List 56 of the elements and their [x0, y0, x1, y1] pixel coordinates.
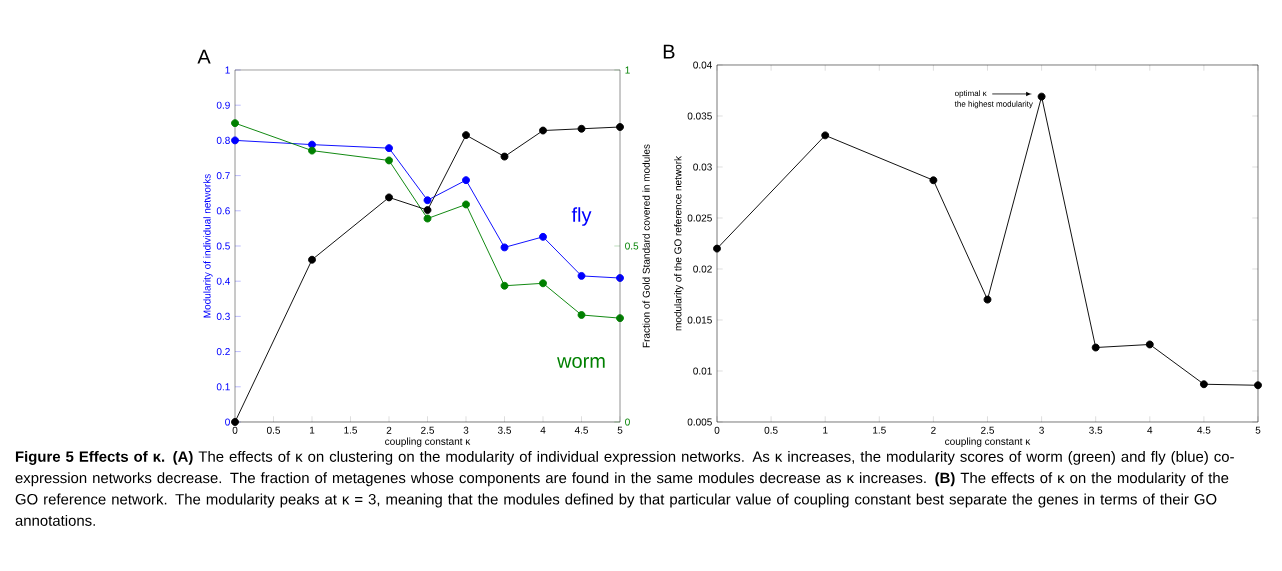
y-tick-label: 0	[225, 418, 230, 426]
x-tick-label: 4.5	[1197, 426, 1211, 434]
y-tick-label: 0.005	[687, 418, 712, 426]
chart-title: A	[197, 49, 211, 64]
y-tick-label: 0.4	[216, 277, 231, 285]
y-tick-label: 1	[225, 66, 230, 74]
x-tick-label: 3.5	[1089, 426, 1103, 434]
y2-axis-title: Fraction of Gold Standard covered in modules	[642, 144, 650, 348]
x-tick-label: 2	[931, 426, 936, 434]
y-tick-label: 0.02	[693, 265, 712, 273]
x-tick-label: 1.5	[344, 426, 358, 434]
annotation: the highest modularity	[954, 100, 1033, 109]
x-tick-label: 0	[232, 426, 238, 434]
chart-title: B	[663, 44, 675, 59]
y-tick-label: 0.04	[693, 61, 712, 69]
x-tick-label: 2	[386, 426, 392, 434]
y-axis-title: Modularity of individual networks	[203, 174, 213, 318]
x-tick-label: 4	[540, 426, 546, 434]
x-tick-label: 0.5	[764, 426, 778, 434]
y-tick-label: 0.3	[216, 312, 230, 320]
x-tick-label: 0.5	[266, 426, 281, 434]
y2-tick-label: 0.5	[625, 242, 639, 250]
text: Figure 5 Effects of κ. (A) The effects of κ on clustering on the modularity of individual expression networks. As κ increases, the modularity scores of worm (green) and fly (blue) co-expression networks decrease. The fraction of metagenes whose components are found in the same modules decrease as κ increases. (B) The effects of κ on the modularity of the GO reference network. The modularity peaks at κ = 3, meaning that the modules defined by that particular value of coupling constant best separate the genes in terms of their GO annotations.	[15, 450, 1234, 526]
x-tick-label: 5	[1255, 426, 1261, 434]
y-axis-title: modularity of the GO reference network	[674, 155, 684, 331]
y-tick-label: 0.2	[216, 348, 230, 356]
x-tick-label: 0	[714, 426, 720, 434]
y-tick-label: 0.6	[216, 207, 230, 215]
x-tick-label: 1.5	[873, 426, 886, 434]
y-tick-label: 0.1	[216, 383, 230, 391]
y-tick-label: 0.01	[693, 367, 712, 375]
y-tick-label: 0.5	[216, 242, 230, 250]
y-tick-label: 0.03	[693, 163, 712, 171]
x-axis-title: coupling constant κ	[385, 437, 471, 447]
x-axis-title: coupling constant κ	[945, 437, 1031, 447]
y-tick-label: 0.8	[216, 136, 230, 144]
y-tick-label: 0.025	[687, 214, 712, 222]
x-tick-label: 1	[309, 426, 315, 434]
series-label: fly	[571, 207, 592, 226]
x-tick-label: 4.5	[574, 426, 589, 434]
x-tick-label: 3	[463, 426, 469, 434]
x-tick-label: 5	[617, 426, 623, 434]
series-label: worm	[557, 357, 605, 368]
x-tick-label: 1	[823, 426, 828, 434]
annotation: optimal κ	[954, 90, 987, 98]
y-tick-label: 0.015	[687, 316, 712, 324]
y-tick-label: 0.9	[216, 101, 230, 109]
x-tick-label: 2.5	[421, 426, 435, 434]
y-tick-label: 0.035	[687, 112, 712, 120]
x-tick-label: 2.5	[981, 426, 995, 434]
y2-tick-label: 1	[625, 66, 630, 74]
x-tick-label: 3.5	[497, 426, 512, 434]
y-tick-label: 0.7	[216, 172, 230, 180]
x-tick-label: 4	[1147, 426, 1153, 434]
y2-tick-label: 0	[625, 418, 630, 426]
x-tick-label: 3	[1039, 426, 1044, 434]
